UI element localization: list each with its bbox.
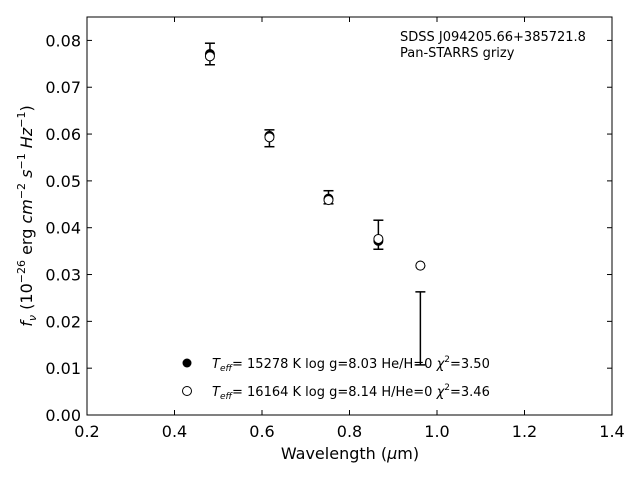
x-tick-label: 1.2 [512,422,537,441]
y-axis-title: fν (10−26 erg cm−2 s−1 Hz−1) [15,105,39,326]
model-point-open [264,132,275,143]
legend-marker-open [182,386,192,396]
x-axis-ticks: 0.2 0.4 0.6 0.8 1.0 1.2 1.4 [74,17,625,441]
y-tick-label: 0.03 [45,266,81,285]
x-tick-label: 1.0 [424,422,449,441]
y-tick-label: 0.04 [45,219,81,238]
y-tick-label: 0.05 [45,172,81,191]
y-tick-label: 0.08 [45,31,81,50]
y-tick-label: 0.01 [45,359,81,378]
y-tick-label: 0.00 [45,406,81,425]
x-tick-label: 1.4 [599,422,624,441]
model-point-open [373,233,384,244]
y-axis-ticks: 0.00 0.01 0.02 0.03 0.04 0.05 0.06 0.07 0.08 [45,31,612,425]
x-tick-label: 0.4 [162,422,187,441]
annotation-survey: Pan-STARRS grizy [400,46,515,61]
annotation-object: SDSS J094205.66+385721.8 [400,30,586,45]
model-points [204,48,426,271]
model-point-open [415,260,426,271]
legend-entry-1: Teff= 15278 K log g=8.03 He/H=0 χ2=3.50 [212,355,490,374]
x-tick-label: 0.8 [337,422,362,441]
model-point-open [323,195,334,206]
y-tick-label: 0.07 [45,78,81,97]
legend-marker-filled [182,358,192,368]
x-axis-title: Wavelength (μm) [281,444,419,463]
y-tick-label: 0.06 [45,125,81,144]
x-tick-label: 0.6 [249,422,274,441]
y-tick-label: 0.02 [45,312,81,331]
plot-area [86,16,613,416]
legend-entry-2: Teff= 16164 K log g=8.14 H/He=0 χ2=3.46 [212,383,490,402]
x-tick-label: 0.2 [74,422,99,441]
model-point-open [204,51,215,62]
legend: Teff= 15278 K log g=8.03 He/H=0 χ2=3.50 … [182,355,490,402]
